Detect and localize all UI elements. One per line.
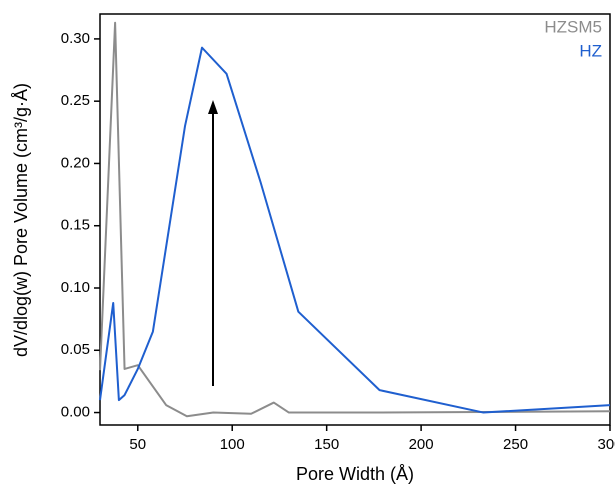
y-tick-label: 0.15: [61, 217, 90, 234]
series-line: [99, 46, 611, 414]
y-tick-label: 0.30: [61, 30, 90, 47]
legend-label: HZ: [579, 41, 602, 60]
y-tick-label: 0.00: [61, 404, 90, 421]
x-tick-label: 50: [129, 436, 146, 453]
series-line: [99, 21, 611, 418]
x-tick-label: 150: [314, 436, 339, 453]
x-tick-label: 200: [409, 436, 434, 453]
y-tick-label: 0.10: [61, 279, 90, 296]
x-tick-label: 300: [597, 436, 615, 453]
y-tick-label: 0.25: [61, 92, 90, 109]
x-tick-label: 100: [220, 436, 245, 453]
y-axis-title: dV/dlog(w) Pore Volume (cm³/g·Å): [11, 83, 31, 357]
plot-frame: [99, 13, 611, 426]
x-axis-title: Pore Width (Å): [296, 464, 414, 484]
legend-label: HZSM5: [544, 17, 602, 36]
y-tick-label: 0.20: [61, 154, 90, 171]
y-tick-label: 0.05: [61, 341, 90, 358]
arrow-head: [208, 100, 218, 114]
x-tick-label: 250: [503, 436, 528, 453]
